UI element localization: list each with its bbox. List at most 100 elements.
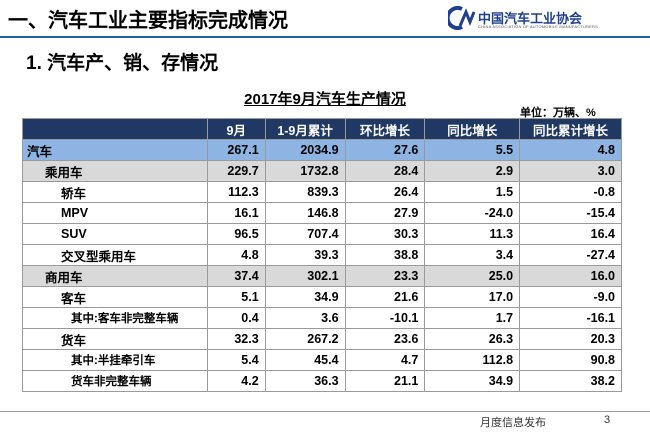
row-label: 其中:客车非完整车辆 (22, 307, 208, 329)
footer-rule (0, 411, 650, 412)
value-cell: 4.2 (206, 370, 266, 392)
value-cell: 21.6 (344, 286, 426, 308)
value-cell: 839.3 (264, 181, 346, 203)
row-label: 商用车 (22, 265, 208, 287)
row-label: 交叉型乘用车 (22, 244, 208, 266)
value-cell: 34.9 (264, 286, 346, 308)
value-cell: 5.5 (424, 139, 521, 161)
table-row: 客车 5.1 34.9 21.6 17.0 -9.0 (22, 286, 622, 308)
value-cell: -15.4 (519, 202, 622, 224)
value-cell: 1.5 (424, 181, 521, 203)
value-cell: 20.3 (519, 328, 622, 350)
row-label: 其中:半挂牵引车 (22, 349, 208, 371)
table-row: 货车非完整车辆 4.2 36.3 21.1 34.9 38.2 (22, 370, 622, 392)
value-cell: 16.0 (519, 265, 622, 287)
value-cell: -24.0 (424, 202, 521, 224)
row-label: 客车 (22, 286, 208, 308)
header-cell: 同比累计增长 (519, 118, 622, 140)
value-cell: 267.2 (264, 328, 346, 350)
value-cell: 23.6 (344, 328, 426, 350)
value-cell: 28.4 (344, 160, 426, 182)
table-title: 2017年9月汽车生产情况 (244, 91, 406, 108)
table-row: 其中:客车非完整车辆 0.4 3.6 -10.1 1.7 -16.1 (22, 307, 622, 329)
value-cell: 32.3 (206, 328, 266, 350)
data-table: 9月 1-9月累计 环比增长 同比增长 同比累计增长 汽车 267.1 2034.9 27.6 5… (22, 118, 622, 392)
value-cell: 3.6 (264, 307, 346, 329)
value-cell: 27.9 (344, 202, 426, 224)
row-label: 货车非完整车辆 (22, 370, 208, 392)
value-cell: 39.3 (264, 244, 346, 266)
value-cell: 146.8 (264, 202, 346, 224)
value-cell: -27.4 (519, 244, 622, 266)
value-cell: -9.0 (519, 286, 622, 308)
value-cell: 30.3 (344, 223, 426, 245)
value-cell: 45.4 (264, 349, 346, 371)
table-row: 货车 32.3 267.2 23.6 26.3 20.3 (22, 328, 622, 350)
value-cell: 34.9 (424, 370, 521, 392)
value-cell: 4.7 (344, 349, 426, 371)
value-cell: 38.2 (519, 370, 622, 392)
row-label: SUV (22, 223, 208, 245)
footer-text: 月度信息发布 (480, 417, 546, 429)
logo-mark (448, 6, 476, 30)
unit-note: 单位：万辆、% (520, 107, 596, 119)
row-label: 货车 (22, 328, 208, 350)
value-cell: 707.4 (264, 223, 346, 245)
table-row: 商用车 37.4 302.1 23.3 25.0 16.0 (22, 265, 622, 287)
value-cell: 26.4 (344, 181, 426, 203)
row-label: 轿车 (22, 181, 208, 203)
row-label: 乘用车 (22, 160, 208, 182)
value-cell: 5.4 (206, 349, 266, 371)
value-cell: 90.8 (519, 349, 622, 371)
value-cell: 112.8 (424, 349, 521, 371)
value-cell: 3.4 (424, 244, 521, 266)
value-cell: 4.8 (206, 244, 266, 266)
value-cell: 229.7 (206, 160, 266, 182)
row-label: 汽车 (22, 139, 208, 161)
table-row: 轿车 112.3 839.3 26.4 1.5 -0.8 (22, 181, 622, 203)
value-cell: 36.3 (264, 370, 346, 392)
logo-text: 中国汽车工业协会 (478, 11, 583, 26)
value-cell: 27.6 (344, 139, 426, 161)
header-cell: 1-9月累计 (264, 118, 346, 140)
value-cell: 3.0 (519, 160, 622, 182)
header-cell: 9月 (206, 118, 266, 140)
header-cell (22, 118, 208, 140)
header-cell: 同比增长 (424, 118, 521, 140)
value-cell: 5.1 (206, 286, 266, 308)
value-cell: 302.1 (264, 265, 346, 287)
value-cell: 23.3 (344, 265, 426, 287)
value-cell: 112.3 (206, 181, 266, 203)
table-row: 乘用车 229.7 1732.8 28.4 2.9 3.0 (22, 160, 622, 182)
value-cell: 96.5 (206, 223, 266, 245)
row-label: MPV (22, 202, 208, 224)
header-cell: 环比增长 (344, 118, 426, 140)
header-row: 9月 1-9月累计 环比增长 同比增长 同比累计增长 (22, 118, 622, 140)
slide-title: 一、汽车工业主要指标完成情况 (8, 10, 288, 32)
value-cell: -16.1 (519, 307, 622, 329)
table-row: 交叉型乘用车 4.8 39.3 38.8 3.4 -27.4 (22, 244, 622, 266)
table-row: 其中:半挂牵引车 5.4 45.4 4.7 112.8 90.8 (22, 349, 622, 371)
value-cell: 37.4 (206, 265, 266, 287)
value-cell: 25.0 (424, 265, 521, 287)
value-cell: 0.4 (206, 307, 266, 329)
value-cell: 16.4 (519, 223, 622, 245)
value-cell: 17.0 (424, 286, 521, 308)
value-cell: -10.1 (344, 307, 426, 329)
value-cell: 1.7 (424, 307, 521, 329)
table-row: 汽车 267.1 2034.9 27.6 5.5 4.8 (22, 139, 622, 161)
table-row: SUV 96.5 707.4 30.3 11.3 16.4 (22, 223, 622, 245)
header-rule (0, 36, 650, 38)
value-cell: 4.8 (519, 139, 622, 161)
value-cell: 11.3 (424, 223, 521, 245)
section-title: 1. 汽车产、销、存情况 (26, 53, 219, 74)
table-row: MPV 16.1 146.8 27.9 -24.0 -15.4 (22, 202, 622, 224)
value-cell: 2.9 (424, 160, 521, 182)
page-number: 3 (604, 414, 611, 426)
value-cell: 21.1 (344, 370, 426, 392)
value-cell: 1732.8 (264, 160, 346, 182)
value-cell: 16.1 (206, 202, 266, 224)
value-cell: 2034.9 (264, 139, 346, 161)
logo-subtitle: CHINA ASSOCIATION OF AUTOMOBILE MANUFACT… (478, 24, 598, 29)
value-cell: 267.1 (206, 139, 266, 161)
